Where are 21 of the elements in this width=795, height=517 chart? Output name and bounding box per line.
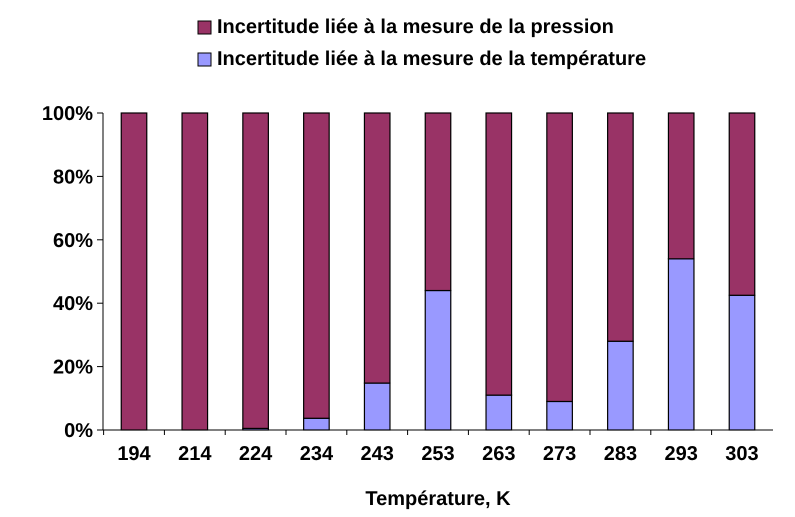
y-tick-label: 100% [42, 103, 94, 125]
x-tick-label: 253 [421, 443, 455, 465]
legend-label: Incertitude liée à la mesure de la pression [217, 16, 614, 38]
y-tick-label: 40% [52, 293, 94, 316]
legend-label: Incertitude liée à la mesure de la température [217, 48, 646, 70]
y-tick-label: 20% [52, 356, 94, 379]
x-tick-label: 224 [238, 443, 274, 465]
y-tick-label: 80% [52, 166, 94, 188]
x-tick-label: 214 [178, 443, 212, 465]
x-tick-label: 303 [725, 443, 759, 465]
x-tick-label: 194 [117, 443, 152, 465]
x-tick-label: 243 [360, 443, 394, 465]
x-tick-label: 283 [604, 443, 638, 465]
x-tick-label: 263 [482, 443, 516, 465]
x-tick-label: 234 [300, 443, 334, 465]
x-tick-label: 293 [664, 443, 698, 465]
x-tick-label: 273 [542, 443, 576, 465]
x-axis-title: Température, K [365, 488, 512, 510]
y-tick-label: 60% [52, 230, 94, 252]
y-tick-label: 0% [64, 420, 94, 442]
bar [242, 112, 269, 430]
